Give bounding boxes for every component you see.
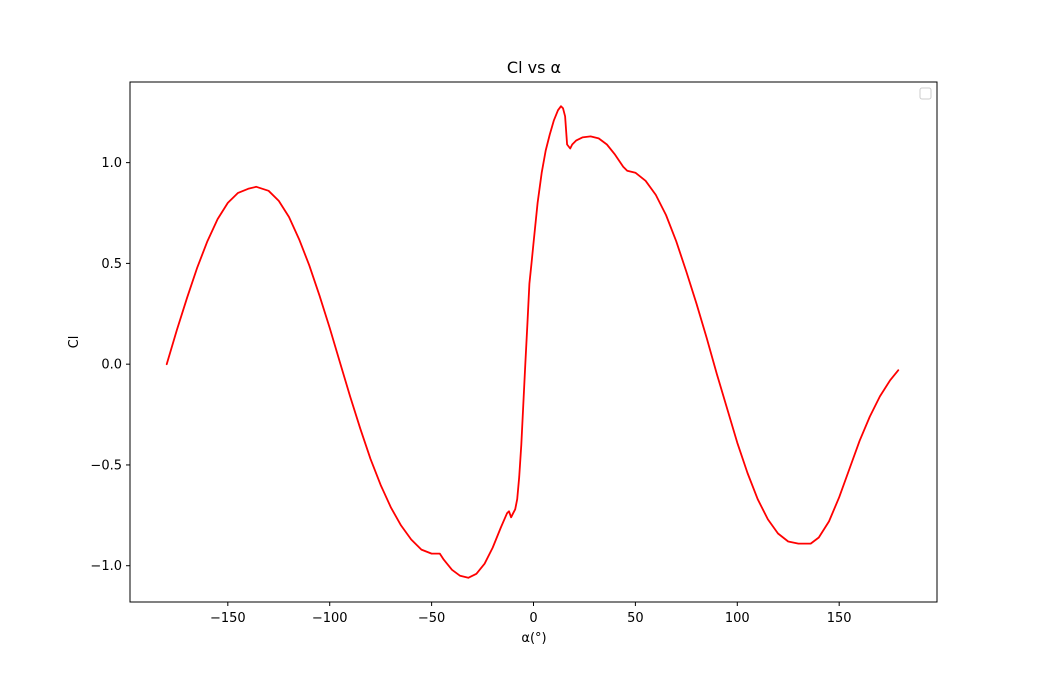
y-axis: −1.0 −0.5 0.0 0.5 1.0 bbox=[90, 156, 130, 574]
chart-title: Cl vs α bbox=[507, 58, 561, 77]
series-line-0 bbox=[165, 105, 900, 579]
y-tick-label: 1.0 bbox=[101, 156, 122, 171]
x-tick-label: −150 bbox=[210, 611, 246, 626]
y-tick-label: −0.5 bbox=[90, 458, 122, 473]
x-tick-label: −100 bbox=[312, 611, 348, 626]
legend-box bbox=[919, 87, 932, 100]
x-tick-label: −50 bbox=[418, 611, 445, 626]
y-tick-label: −1.0 bbox=[90, 559, 122, 574]
y-tick-label: 0.0 bbox=[101, 358, 122, 373]
series-layer bbox=[165, 105, 900, 579]
x-axis-label: α(°) bbox=[521, 631, 546, 646]
x-tick-label: 150 bbox=[827, 611, 852, 626]
x-axis: −150 −100 −50 0 50 100 150 bbox=[210, 602, 852, 626]
plot-frame bbox=[129, 81, 938, 603]
x-tick-label: 100 bbox=[725, 611, 750, 626]
y-tick-label: 0.5 bbox=[101, 257, 122, 272]
x-tick-label: 0 bbox=[529, 611, 537, 626]
x-tick-label: 50 bbox=[627, 611, 644, 626]
y-axis-label: Cl bbox=[67, 336, 82, 349]
